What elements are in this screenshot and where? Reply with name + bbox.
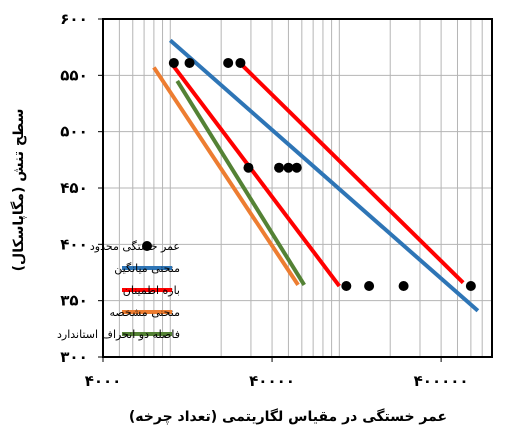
data-point [184,57,195,68]
data-point [283,162,294,173]
legend-label: منحنی مشخصه [109,306,180,319]
data-point [243,162,254,173]
series-line [168,60,341,288]
legend-label: منحنی میانگین [114,262,180,275]
y-tick-label: ۴۵۰ [60,179,87,197]
y-tick-label: ۵۵۰ [60,66,87,84]
x-tick-label: ۴۰۰۰۰ [249,372,295,390]
plot-lines [152,38,480,313]
x-axis-title: عمر خستگی در مقیاس لگاریتمی (تعداد چرخه) [129,408,447,425]
x-tick-label: ۴۰۰۰ [85,372,122,390]
legend-label: بازه اطمینان [123,284,180,297]
series-line [236,59,465,285]
y-tick-label: ۶۰۰ [60,10,87,28]
x-tick-label: ۴۰۰۰۰۰ [414,372,469,390]
legend-label: عمر خستگی محدود [90,240,180,253]
data-point [274,162,285,173]
legend-label: فاصله دو انحراف استاندارد [57,328,180,341]
data-point [223,57,234,68]
data-point [341,281,352,292]
y-tick-label: ۵۰۰ [60,123,87,141]
data-point [398,281,409,292]
data-point [364,281,375,292]
y-tick-labels: ۳۰۰ ۳۵۰ ۴۰۰ ۴۵۰ ۵۰۰ ۵۵۰ ۶۰۰ [60,10,103,366]
data-point [291,162,302,173]
series-line [175,79,306,286]
data-point [465,281,476,292]
y-tick-label: ۴۰۰ [60,235,87,253]
x-tick-labels: ۴۰۰۰ ۴۰۰۰۰ ۴۰۰۰۰۰ [85,357,469,390]
data-point [235,57,246,68]
series-line [168,38,480,313]
y-axis-title: سطح تنش (مگاپاسکال) [10,109,27,272]
legend-marker [142,241,152,251]
y-tick-label: ۳۵۰ [60,292,87,310]
plot-points [168,57,476,292]
data-point [168,57,179,68]
series-line [152,66,300,286]
y-tick-label: ۳۰۰ [60,348,87,366]
legend: عمر خستگی محدود منحنی میانگین بازه اطمینان… [57,240,180,341]
